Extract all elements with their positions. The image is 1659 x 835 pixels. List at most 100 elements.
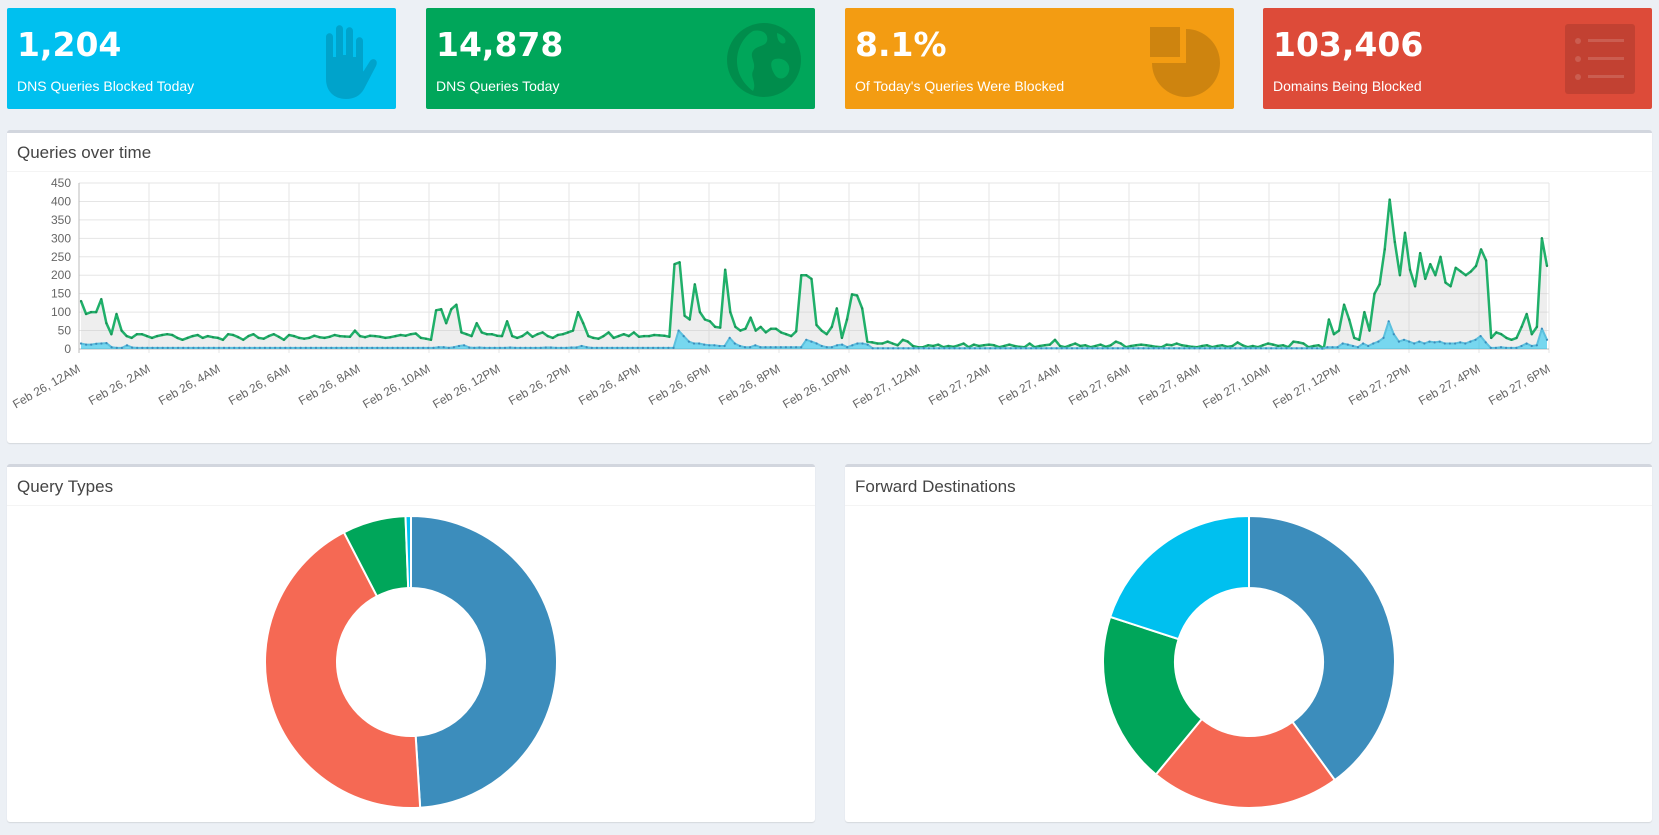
data-point[interactable] [196, 333, 199, 337]
data-point[interactable] [1480, 248, 1483, 251]
data-point[interactable] [181, 338, 184, 341]
data-point[interactable] [279, 346, 282, 349]
data-point[interactable] [708, 344, 711, 347]
data-point[interactable] [1305, 347, 1308, 350]
data-point[interactable] [582, 322, 585, 325]
data-point[interactable] [866, 340, 869, 343]
data-point[interactable] [1348, 318, 1351, 321]
data-point[interactable] [907, 347, 910, 350]
data-point[interactable] [1408, 340, 1411, 343]
data-point[interactable] [1302, 342, 1305, 345]
data-point[interactable] [440, 308, 443, 311]
data-point[interactable] [299, 346, 302, 349]
data-point[interactable] [166, 346, 169, 349]
data-point[interactable] [419, 336, 422, 339]
data-point[interactable] [452, 346, 455, 349]
data-point[interactable] [657, 346, 660, 349]
data-point[interactable] [1280, 347, 1283, 350]
data-point[interactable] [191, 335, 194, 338]
data-point[interactable] [1236, 341, 1239, 344]
data-point[interactable] [652, 346, 655, 349]
data-point[interactable] [577, 311, 580, 314]
data-point[interactable] [1234, 347, 1237, 350]
data-point[interactable] [1167, 347, 1171, 350]
data-point[interactable] [125, 344, 129, 347]
data-point[interactable] [850, 293, 854, 296]
data-point[interactable] [692, 342, 696, 345]
data-point[interactable] [999, 347, 1002, 350]
data-point[interactable] [585, 346, 588, 349]
data-point[interactable] [1377, 340, 1380, 343]
data-point[interactable] [805, 274, 808, 277]
data-point[interactable] [1152, 347, 1155, 350]
data-point[interactable] [79, 342, 83, 345]
data-point[interactable] [1500, 333, 1503, 336]
data-point[interactable] [1119, 342, 1122, 345]
data-point[interactable] [1485, 259, 1488, 262]
data-point[interactable] [365, 346, 369, 349]
data-point[interactable] [938, 347, 941, 350]
data-point[interactable] [478, 346, 481, 349]
data-point[interactable] [663, 334, 666, 337]
data-point[interactable] [835, 307, 838, 310]
pie-slice[interactable] [1108, 514, 1250, 641]
data-point[interactable] [531, 335, 534, 338]
data-point[interactable] [754, 344, 757, 347]
data-point[interactable] [947, 344, 950, 348]
data-point[interactable] [1346, 343, 1349, 346]
data-point[interactable] [571, 329, 575, 332]
data-point[interactable] [1535, 325, 1538, 328]
data-point[interactable] [90, 343, 93, 346]
data-point[interactable] [1251, 344, 1254, 348]
data-point[interactable] [171, 346, 174, 349]
data-point[interactable] [580, 344, 583, 348]
data-point[interactable] [1317, 344, 1320, 347]
data-point[interactable] [1035, 347, 1038, 350]
data-point[interactable] [646, 346, 650, 349]
data-point[interactable] [1454, 342, 1457, 345]
data-point[interactable] [774, 327, 778, 330]
data-point[interactable] [962, 342, 965, 345]
data-point[interactable] [536, 333, 539, 336]
data-point[interactable] [982, 344, 986, 347]
data-point[interactable] [521, 335, 524, 338]
data-point[interactable] [166, 333, 169, 336]
data-point[interactable] [897, 347, 900, 350]
data-point[interactable] [304, 346, 307, 349]
data-point[interactable] [785, 333, 788, 336]
data-point[interactable] [1378, 283, 1381, 286]
data-point[interactable] [1479, 335, 1482, 338]
data-point[interactable] [658, 334, 661, 337]
data-point[interactable] [621, 346, 624, 349]
data-point[interactable] [830, 346, 834, 349]
pie-slice[interactable] [1102, 615, 1204, 776]
data-point[interactable] [353, 329, 356, 332]
data-point[interactable] [248, 346, 251, 349]
data-point[interactable] [556, 333, 559, 337]
data-point[interactable] [733, 342, 736, 345]
data-point[interactable] [429, 338, 433, 341]
data-point[interactable] [968, 347, 971, 350]
data-point[interactable] [643, 335, 646, 338]
data-point[interactable] [1086, 347, 1089, 350]
data-point[interactable] [1188, 347, 1191, 350]
data-point[interactable] [391, 346, 394, 349]
data-point[interactable] [683, 314, 686, 317]
data-point[interactable] [414, 332, 417, 335]
data-point[interactable] [1178, 347, 1181, 350]
data-point[interactable] [253, 346, 256, 349]
data-point[interactable] [267, 335, 270, 338]
data-point[interactable] [1127, 347, 1130, 350]
data-point[interactable] [708, 320, 712, 323]
data-point[interactable] [386, 346, 389, 349]
data-point[interactable] [85, 312, 88, 316]
data-point[interactable] [1142, 347, 1145, 350]
data-point[interactable] [815, 323, 818, 327]
data-point[interactable] [892, 347, 895, 350]
data-point[interactable] [1300, 347, 1303, 350]
data-point[interactable] [1434, 274, 1437, 277]
data-point[interactable] [805, 338, 808, 341]
data-point[interactable] [404, 334, 407, 337]
data-point[interactable] [1356, 346, 1360, 349]
data-point[interactable] [257, 336, 260, 339]
